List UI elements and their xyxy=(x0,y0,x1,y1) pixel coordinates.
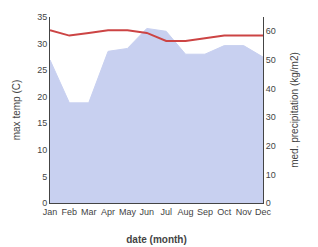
svg-text:20: 20 xyxy=(266,141,276,151)
svg-text:35: 35 xyxy=(37,12,47,22)
svg-text:Mar: Mar xyxy=(81,207,97,217)
svg-text:Sep: Sep xyxy=(197,207,213,217)
svg-text:60: 60 xyxy=(266,26,276,36)
svg-text:Dec: Dec xyxy=(255,207,272,217)
svg-text:May: May xyxy=(119,207,137,217)
svg-text:Aug: Aug xyxy=(178,207,194,217)
svg-text:max temp (C): max temp (C) xyxy=(11,80,22,141)
svg-text:30: 30 xyxy=(266,112,276,122)
svg-text:Jul: Jul xyxy=(160,207,172,217)
svg-text:25: 25 xyxy=(37,65,47,75)
svg-text:Feb: Feb xyxy=(62,207,78,217)
svg-text:med. precipitation (kg/m2): med. precipitation (kg/m2) xyxy=(289,52,300,168)
svg-text:10: 10 xyxy=(37,145,47,155)
svg-text:30: 30 xyxy=(37,39,47,49)
svg-text:20: 20 xyxy=(37,92,47,102)
svg-text:Jun: Jun xyxy=(140,207,155,217)
svg-text:0: 0 xyxy=(42,198,47,208)
svg-text:Jan: Jan xyxy=(43,207,58,217)
svg-text:Oct: Oct xyxy=(217,207,232,217)
svg-text:40: 40 xyxy=(266,84,276,94)
svg-text:50: 50 xyxy=(266,55,276,65)
svg-text:Apr: Apr xyxy=(101,207,115,217)
svg-text:date (month): date (month) xyxy=(126,234,187,245)
svg-text:10: 10 xyxy=(266,170,276,180)
svg-text:5: 5 xyxy=(42,172,47,182)
svg-text:15: 15 xyxy=(37,118,47,128)
svg-text:0: 0 xyxy=(266,198,271,208)
svg-text:Nov: Nov xyxy=(236,207,253,217)
